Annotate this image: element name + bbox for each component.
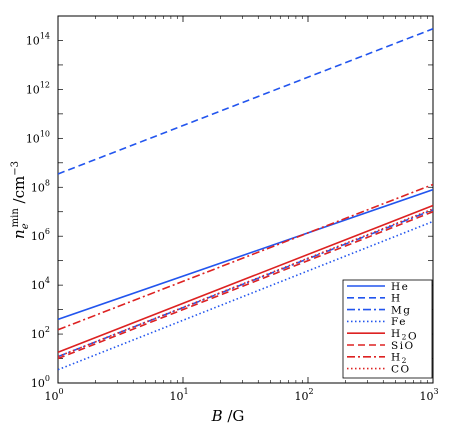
y-tick-label: 100: [31, 374, 50, 390]
y-tick-label: 102: [31, 325, 50, 341]
series-line-h2: [58, 183, 433, 331]
legend-label-fe: Fe: [391, 316, 407, 328]
y-tick-label: 106: [31, 227, 50, 243]
legend-label-h2o: H2O: [391, 328, 418, 343]
y-axis-label: nemin /cm−3: [10, 161, 31, 239]
y-tick-label: 1012: [26, 80, 50, 96]
legend-label-co: CO: [391, 363, 411, 375]
series-line-he: [58, 188, 433, 321]
y-tick-label: 104: [31, 276, 50, 292]
legend-label-h2: H2: [391, 352, 408, 366]
legend-label-sio: SiO: [391, 340, 415, 352]
tick-labels: 100 101 102 103 100 102 104 106 108 1010 1012 1014: [26, 31, 439, 403]
legend-label-h: H: [391, 293, 402, 305]
legend-label-mg: Mg: [391, 304, 411, 316]
series-lines: [58, 28, 433, 371]
x-tick-label: 100: [44, 387, 63, 403]
series-line-h2o: [58, 204, 433, 354]
y-tick-label: 1010: [26, 129, 50, 145]
x-tick-label: 101: [169, 387, 188, 403]
y-tick-label: 1014: [26, 31, 50, 47]
series-line-mg: [58, 209, 433, 358]
series-line-fe: [58, 220, 433, 371]
ticks: [57, 15, 434, 384]
series-line-h: [58, 28, 433, 175]
x-tick-label: 102: [294, 387, 313, 403]
series-line-sio: [58, 210, 433, 360]
x-axis-label: B /G: [211, 407, 245, 425]
y-tick-label: 108: [31, 178, 50, 194]
legend-box: [342, 279, 433, 379]
x-tick-label: 103: [419, 387, 438, 403]
legend-label-he: He: [391, 281, 409, 293]
